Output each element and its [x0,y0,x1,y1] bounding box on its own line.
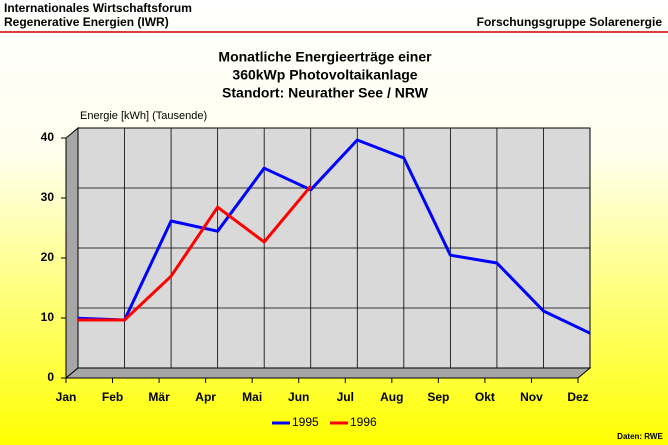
floor [64,367,592,379]
x-tick-label: Jul [337,390,354,404]
x-tick-label: Jun [288,390,309,404]
x-tick-label: Aug [380,390,403,404]
header-right: Forschungsgruppe Solarenergie [477,15,663,29]
x-tick-label: Mai [242,390,262,404]
chart-title: 360kWp Photovoltaikanlage [232,67,417,83]
y-axis-label: Energie [kWh] (Tausende) [80,110,207,122]
chart-title: Standort: Neurather See / NRW [222,85,429,101]
x-tick-label: Sep [427,390,449,404]
x-tick-label: Nov [520,390,543,404]
series-line [78,185,312,322]
y-tick-label: 10 [41,310,55,324]
header-left: Regenerative Energien (IWR) [4,15,169,29]
y-tick-label: 40 [41,130,55,144]
y-tick-label: 30 [41,190,55,204]
side-wall [65,126,79,380]
series-line [77,138,591,335]
x-tick-label: Jan [56,390,77,404]
header-left: Internationales Wirtschaftsforum [4,1,192,15]
x-tick-label: Feb [102,390,123,404]
source: Daten: RWE [617,432,663,441]
legend-label: 1995 [292,415,319,429]
x-tick-label: Mär [148,390,170,404]
legend-label: 1996 [350,415,377,429]
y-tick-label: 0 [47,370,54,384]
chart-title: Monatliche Energieerträge einer [218,49,432,65]
y-tick-label: 20 [41,250,55,264]
x-tick-label: Okt [475,390,495,404]
x-tick-label: Dez [567,390,588,404]
x-tick-label: Apr [195,390,216,404]
